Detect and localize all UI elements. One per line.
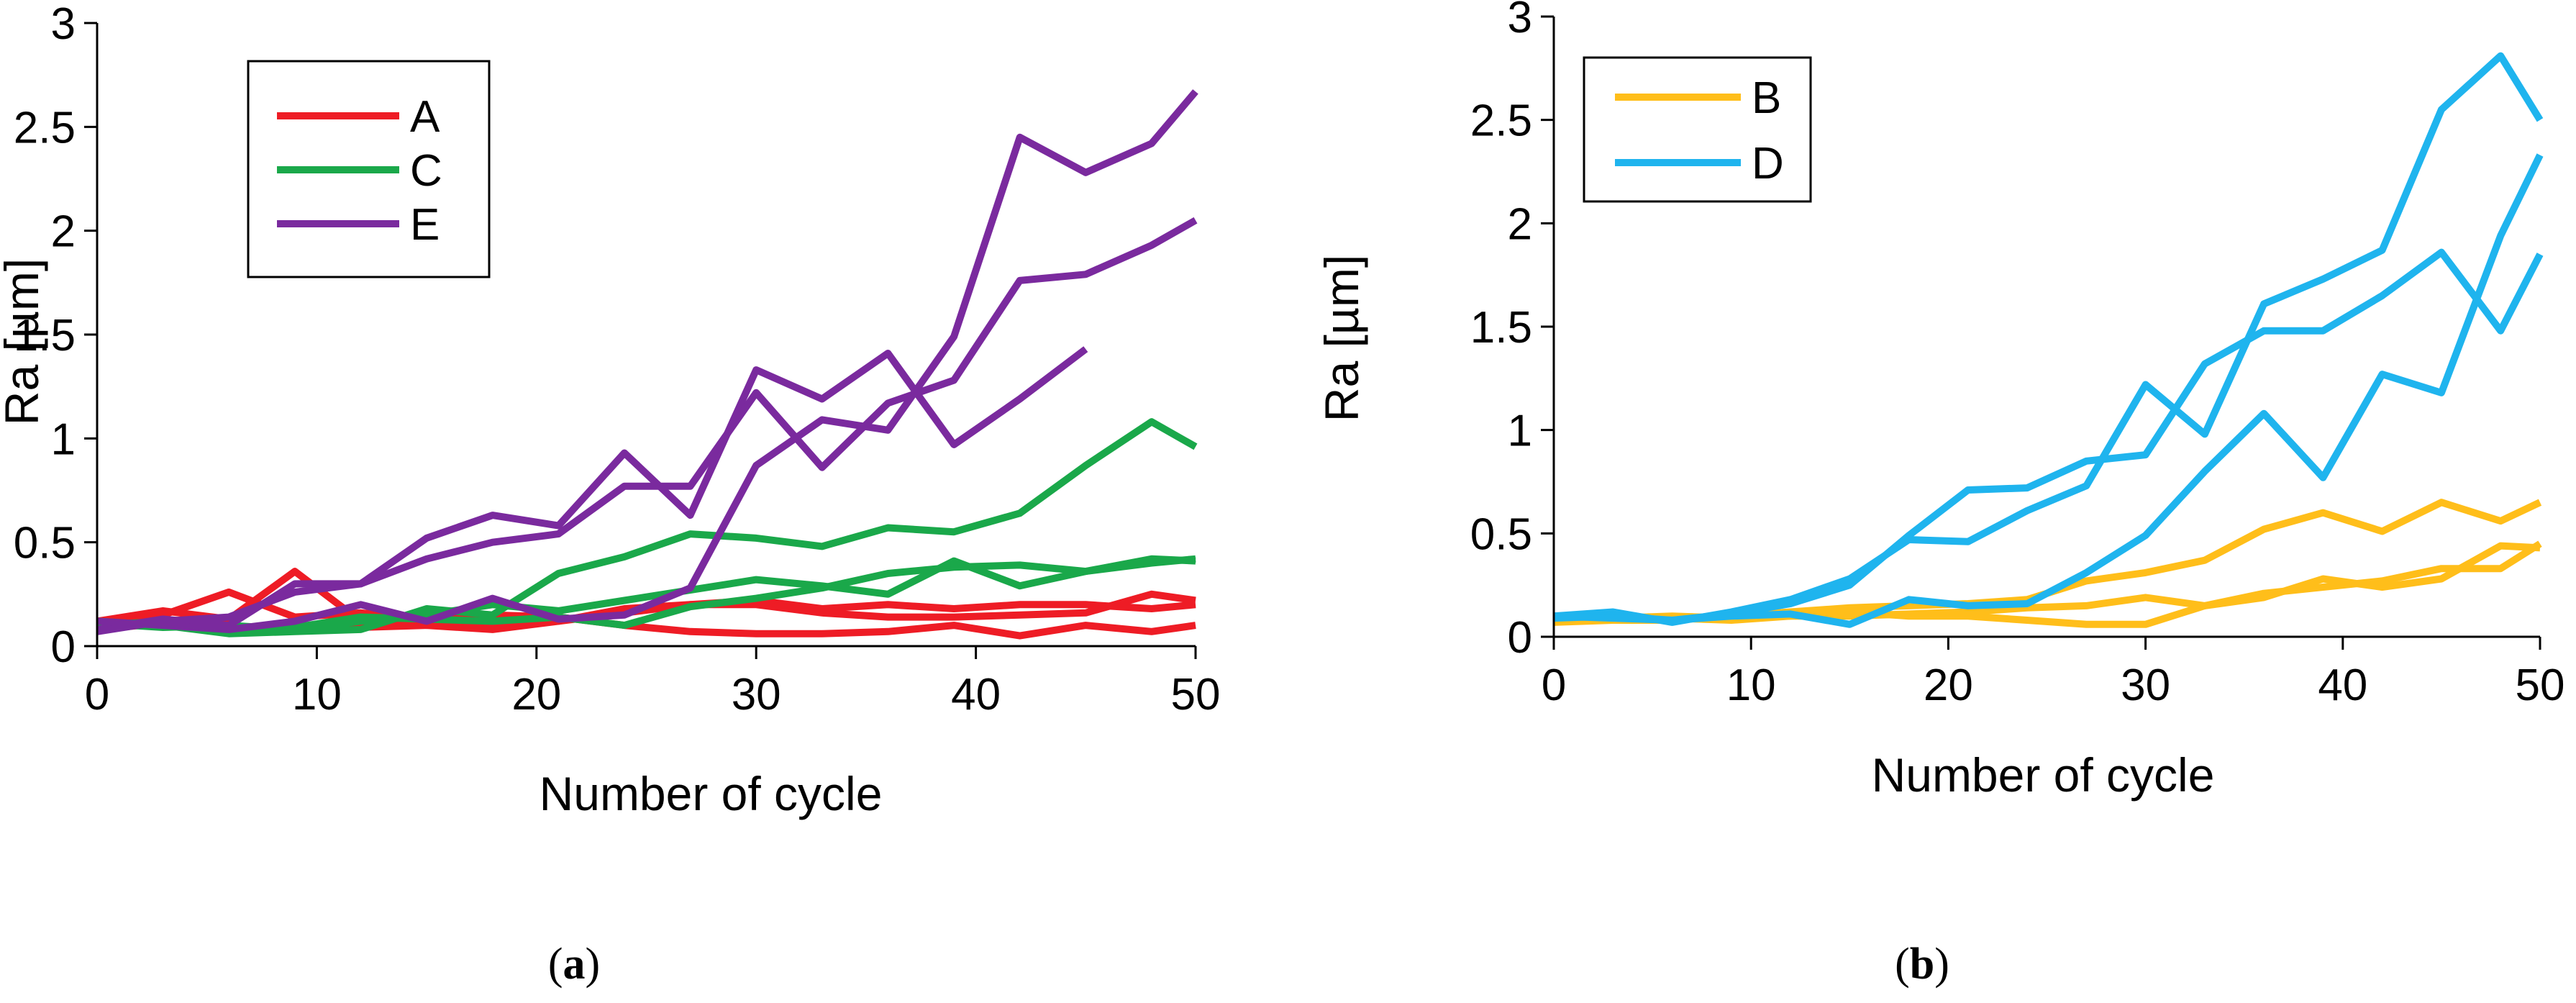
y-tick-label: 3 xyxy=(51,0,76,49)
legend-label-D: D xyxy=(1752,139,1784,189)
y-tick-label: 1 xyxy=(51,414,76,464)
x-tick-label: 40 xyxy=(2318,661,2367,710)
legend-label-A: A xyxy=(410,92,440,142)
x-tick-label: 30 xyxy=(732,670,781,720)
y-tick-label: 3 xyxy=(1508,0,1532,42)
y-tick-label: 0.5 xyxy=(14,519,76,568)
legend-label-E: E xyxy=(410,200,440,250)
series-line-E-9 xyxy=(96,89,1198,633)
x-tick-label: 0 xyxy=(1542,661,1566,710)
tick-labels-b: 0 10 20 30 40 50 0 0.5 1 1.5 2 2.5 3 xyxy=(1470,0,2565,710)
series-layer-b xyxy=(1553,52,2544,628)
x-axis-label-b: Number of cycle xyxy=(1872,748,2215,802)
series-layer-a xyxy=(96,89,1198,640)
x-tick-label: 20 xyxy=(1924,661,1973,710)
y-tick-label: 2.5 xyxy=(1470,96,1532,146)
y-tick-label: 2 xyxy=(1508,199,1532,249)
x-tick-label: 30 xyxy=(2121,661,2170,710)
y-tick-label: 1 xyxy=(1508,407,1532,456)
axes-b xyxy=(1541,15,2541,650)
caption-a: (a) xyxy=(548,940,600,989)
y-tick-label: 1.5 xyxy=(14,311,76,360)
legend-label-B: B xyxy=(1752,73,1781,123)
x-axis-label-a: Number of cycle xyxy=(540,767,883,820)
legend-label-C: C xyxy=(410,146,442,196)
y-tick-label: 0 xyxy=(1508,613,1532,663)
x-tick-label: 20 xyxy=(511,670,561,720)
y-tick-label: 0.5 xyxy=(1470,509,1532,559)
y-axis-label-b: Ra [µm] xyxy=(1315,255,1368,422)
series-line-E-8 xyxy=(96,217,1198,635)
legend-a: A C E xyxy=(247,60,491,278)
chart-panel-b: 0 10 20 30 40 50 0 0.5 1 1.5 2 2.5 3 Ra [µm] Number … xyxy=(1315,0,2564,989)
series-line-A-2 xyxy=(96,588,1196,640)
x-tick-label: 40 xyxy=(951,670,1001,720)
tick-labels-a: 0 10 20 30 40 50 0 0.5 1 1.5 2 2.5 3 xyxy=(14,0,1221,720)
series-line-C-6 xyxy=(96,555,1196,633)
y-tick-label: 2.5 xyxy=(14,103,76,153)
caption-b: (b) xyxy=(1895,940,1949,989)
x-tick-label: 0 xyxy=(85,670,109,720)
chart-panel-a: 0 10 20 30 40 50 0 0.5 1 1.5 2 2.5 3 Ra [µm] Number … xyxy=(0,0,1220,989)
x-tick-label: 50 xyxy=(1171,670,1221,720)
legend-b: B D xyxy=(1583,56,1812,203)
y-tick-label: 1.5 xyxy=(1470,303,1532,353)
x-tick-label: 10 xyxy=(292,670,342,720)
y-tick-label: 0 xyxy=(51,622,76,672)
x-tick-label: 10 xyxy=(1726,661,1776,710)
x-tick-label: 50 xyxy=(2516,661,2565,710)
y-axis-label-a: Ra [µm] xyxy=(0,258,48,425)
series-line-D-6 xyxy=(1553,153,2544,628)
y-tick-label: 2 xyxy=(51,207,76,257)
legend-box-b xyxy=(1583,56,1812,203)
axes-a xyxy=(84,22,1197,659)
